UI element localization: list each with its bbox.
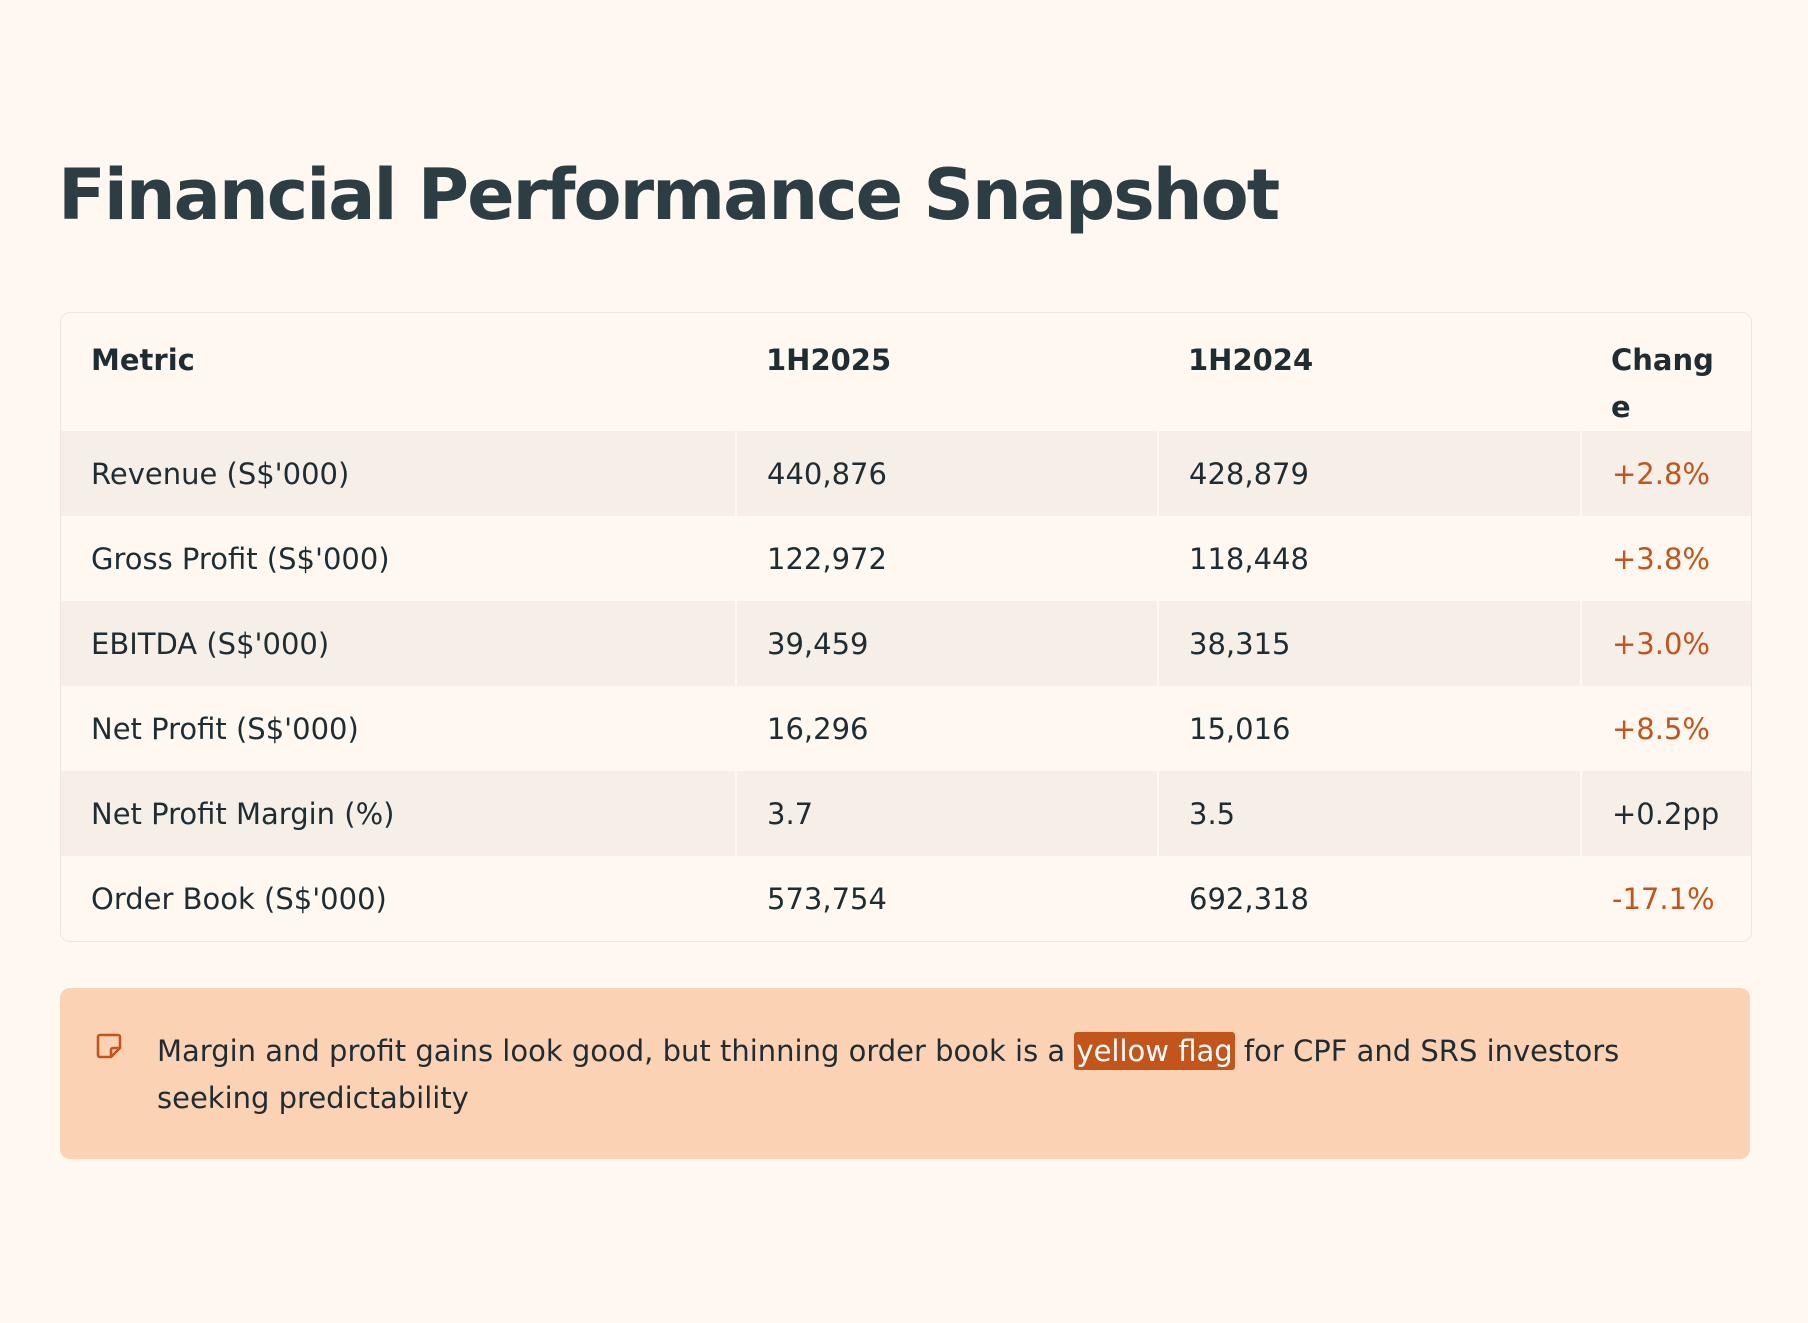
cell-1h2025: 39,459 <box>736 601 1159 686</box>
cell-change: +0.2pp <box>1581 771 1751 856</box>
cell-1h2025: 573,754 <box>736 856 1159 941</box>
note-icon <box>96 1033 122 1059</box>
header-1h2024: 1H2024 <box>1188 343 1314 377</box>
header-1h2025: 1H2025 <box>766 343 892 377</box>
cell-1h2025: 122,972 <box>736 516 1159 601</box>
cell-change: +3.0% <box>1581 601 1751 686</box>
cell-metric: Revenue (S$'000) <box>61 431 737 516</box>
cell-metric: Net Profit (S$'000) <box>61 686 737 771</box>
cell-metric: Net Profit Margin (%) <box>61 771 737 856</box>
page-title: Financial Performance Snapshot <box>58 154 1280 236</box>
cell-1h2024: 428,879 <box>1158 431 1582 516</box>
cell-1h2024: 692,318 <box>1158 856 1582 941</box>
cell-change: -17.1% <box>1581 856 1751 941</box>
cell-metric: Order Book (S$'000) <box>61 856 737 941</box>
callout-box: Margin and profit gains look good, but t… <box>60 988 1750 1159</box>
financial-table-container: Metric 1H2025 1H2024 Change Revenue (S$'… <box>60 312 1752 942</box>
callout-highlight: yellow flag <box>1074 1032 1235 1070</box>
table-row: Order Book (S$'000) 573,754 692,318 -17.… <box>61 856 1751 941</box>
table-row: Gross Profit (S$'000) 122,972 118,448 +3… <box>61 516 1751 601</box>
cell-1h2024: 3.5 <box>1158 771 1582 856</box>
table-row: Revenue (S$'000) 440,876 428,879 +2.8% <box>61 431 1751 516</box>
financial-table: Metric 1H2025 1H2024 Change Revenue (S$'… <box>61 313 1751 941</box>
table-row: Net Profit Margin (%) 3.7 3.5 +0.2pp <box>61 771 1751 856</box>
cell-1h2025: 440,876 <box>736 431 1159 516</box>
cell-1h2025: 16,296 <box>736 686 1159 771</box>
callout-text: Margin and profit gains look good, but t… <box>157 1028 1710 1122</box>
callout-text-before: Margin and profit gains look good, but t… <box>157 1034 1075 1068</box>
table-row: Net Profit (S$'000) 16,296 15,016 +8.5% <box>61 686 1751 771</box>
header-metric: Metric <box>91 343 195 377</box>
cell-1h2024: 15,016 <box>1158 686 1582 771</box>
cell-metric: Gross Profit (S$'000) <box>61 516 737 601</box>
cell-1h2025: 3.7 <box>736 771 1159 856</box>
cell-change: +8.5% <box>1581 686 1751 771</box>
callout-text-after: for CPF and SRS investors seeking predic… <box>157 1034 1620 1115</box>
table-row: EBITDA (S$'000) 39,459 38,315 +3.0% <box>61 601 1751 686</box>
cell-change: +3.8% <box>1581 516 1751 601</box>
cell-change: +2.8% <box>1581 431 1751 516</box>
header-change: Change <box>1611 343 1714 424</box>
table-header-row: Metric 1H2025 1H2024 Change <box>61 313 1751 431</box>
cell-1h2024: 118,448 <box>1158 516 1582 601</box>
cell-1h2024: 38,315 <box>1158 601 1582 686</box>
cell-metric: EBITDA (S$'000) <box>61 601 737 686</box>
